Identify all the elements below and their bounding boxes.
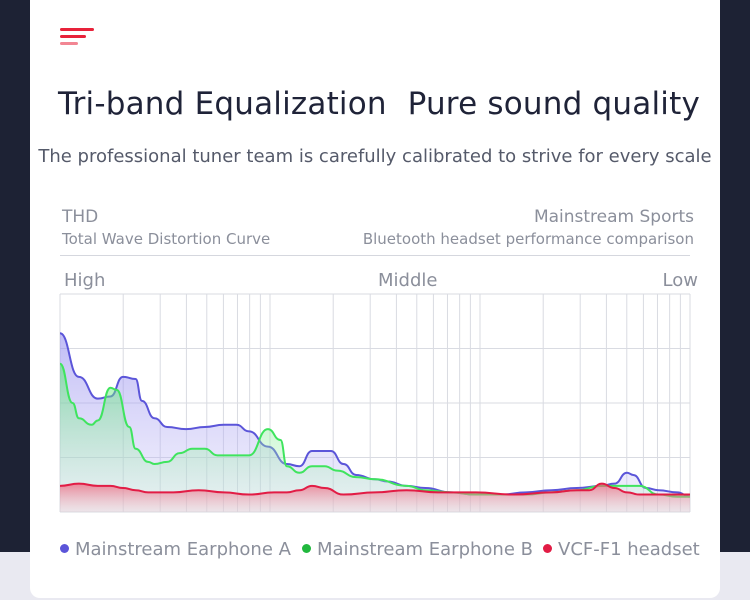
legend-dot bbox=[543, 544, 552, 553]
legend-label: Mainstream Earphone B bbox=[317, 539, 533, 560]
legend-dot bbox=[302, 544, 311, 553]
divider bbox=[60, 255, 690, 256]
headline-tri-band: Tri-band Equalization bbox=[58, 86, 387, 122]
band-label-low: Low bbox=[662, 270, 698, 291]
series-line-earphone-a bbox=[59, 332, 691, 498]
series-area-earphone-b bbox=[60, 363, 690, 512]
series-line-vcf-f1 bbox=[59, 482, 690, 496]
thd-title: THD bbox=[62, 207, 99, 227]
info-card: Tri-band Equalization Pure sound quality… bbox=[30, 0, 720, 598]
legend-vcf-f1: VCF-F1 headset bbox=[543, 539, 700, 560]
band-label-high: High bbox=[64, 270, 106, 291]
legend-label: VCF-F1 headset bbox=[558, 539, 700, 560]
menu-icon[interactable] bbox=[60, 28, 100, 48]
subtitle: The professional tuner team is carefully… bbox=[38, 146, 712, 167]
legend-dot bbox=[60, 544, 69, 553]
comparison-title: Mainstream Sports bbox=[533, 207, 694, 227]
headline-sound-quality: Pure sound quality bbox=[407, 86, 700, 122]
thd-chart bbox=[59, 293, 691, 513]
band-label-middle: Middle bbox=[378, 270, 438, 291]
comparison-caption: Bluetooth headset performance comparison bbox=[362, 230, 694, 248]
legend-earphone-b: Mainstream Earphone B bbox=[302, 539, 533, 560]
chart-series bbox=[59, 332, 691, 512]
series-area-vcf-f1 bbox=[60, 483, 690, 512]
legend-label: Mainstream Earphone A bbox=[75, 539, 291, 560]
thd-caption: Total Wave Distortion Curve bbox=[62, 230, 271, 248]
legend-earphone-a: Mainstream Earphone A bbox=[60, 539, 291, 560]
